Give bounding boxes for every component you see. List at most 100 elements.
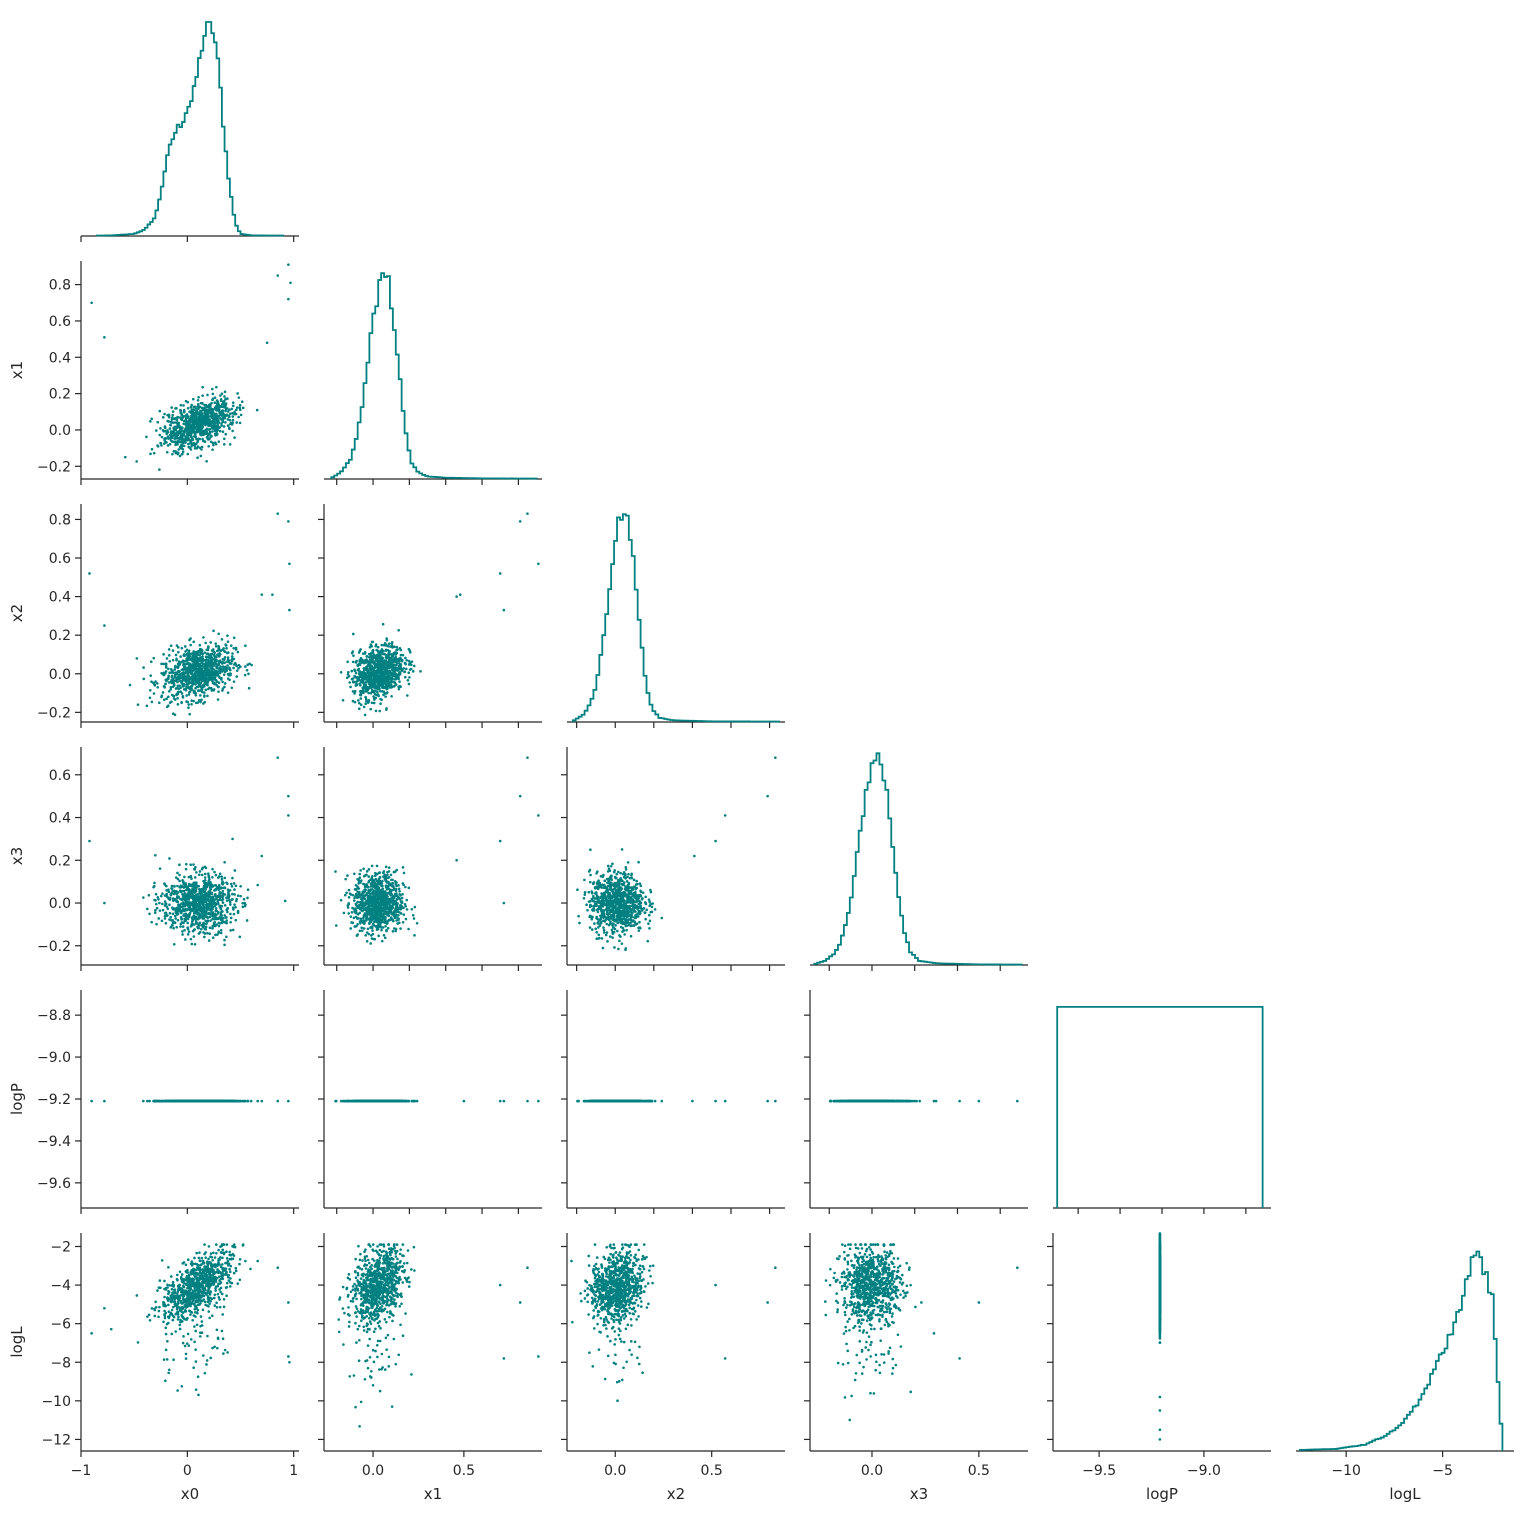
scatter-point [197,905,200,908]
scatter-point [167,690,171,693]
scatter-point [364,888,367,892]
scatter-point [386,895,389,898]
scatter-point [167,704,170,707]
scatter-point [399,900,403,903]
scatter-point [176,443,179,446]
scatter-point [357,707,361,710]
scatter-point [189,439,192,442]
y-tick-label: 0.4 [49,350,71,366]
scatter-point [201,402,204,405]
scatter-point [187,913,191,916]
scatter-point [197,908,200,912]
scatter-point [404,656,407,660]
y-tick-label: 0.6 [49,314,71,330]
y-tick-label: 0.4 [49,811,71,827]
scatter-point [201,439,205,443]
scatter-point [369,878,372,882]
scatter-point [229,929,232,932]
scatter-point [205,922,208,925]
scatter-point [176,432,179,435]
scatter-point [149,452,152,456]
scatter-point [237,415,240,419]
scatter-point [377,694,380,698]
scatter-point [181,696,185,699]
scatter-points [339,512,540,717]
scatter-point [210,430,214,433]
scatter-point [173,885,176,888]
scatter-point [198,643,202,647]
scatter-point [163,412,166,416]
scatter-point [375,678,379,681]
scatter-point [199,409,202,413]
scatter-point [203,409,207,413]
outlier-point [88,572,91,575]
scatter-point [379,702,382,706]
scatter-point [177,660,181,664]
scatter-point [364,885,367,888]
scatter-point [193,891,196,894]
scatter-point [235,664,239,668]
scatter-point [382,675,386,679]
scatter-point [199,684,202,688]
scatter-point [150,920,153,924]
scatter-point [398,892,401,896]
scatter-point [157,898,160,901]
scatter-point [174,671,178,674]
scatter-point [187,691,191,694]
outlier-point [502,608,506,612]
scatter-point [411,914,415,917]
scatter-point [376,927,380,931]
y-tick-label: −0.2 [37,459,71,475]
scatter-point [398,896,401,900]
scatter-point [349,927,352,930]
scatter-point [163,911,167,915]
scatter-point [211,936,215,939]
scatter-point [176,422,179,426]
scatter-point [183,875,186,879]
scatter-point [172,697,176,700]
scatter-point [235,669,239,672]
scatter-point [194,442,198,446]
scatter-point [399,904,402,907]
scatter-point [179,905,182,909]
scatter-point [155,922,158,926]
scatter-point [198,915,202,918]
scatter-point [235,408,238,412]
scatter-point [394,910,397,914]
scatter-point [362,914,366,917]
scatter-point [211,392,215,396]
y-axis-label-x2: x2 [8,604,26,622]
scatter-point [386,683,390,686]
scatter-point [380,643,384,647]
scatter-point [359,869,362,872]
scatter-point [170,430,174,433]
scatter-point [355,924,358,928]
scatter-point [239,413,243,417]
scatter-point [197,899,200,903]
scatter-point [135,460,138,463]
scatter-point [200,448,203,451]
scatter-point [385,638,389,642]
scatter-point [370,881,373,885]
scatter-point [221,687,225,690]
scatter-point [393,915,397,918]
scatter-point [364,900,368,904]
scatter-point [419,670,422,673]
scatter-point [354,892,358,896]
scatter-point [389,906,392,910]
scatter-point [368,679,371,683]
scatter-point [197,407,200,410]
scatter-point [373,663,377,666]
scatter-point [367,699,371,702]
scatter-point [231,401,235,404]
scatter-point [174,876,178,879]
scatter-point [365,660,369,663]
scatter-point [200,873,204,877]
scatter-point [226,656,230,659]
scatter-point [198,648,202,651]
scatter-point [185,423,189,427]
scatter-point [231,404,235,408]
scatter-point [203,865,207,869]
scatter-point [396,922,399,925]
scatter-point [196,922,199,925]
